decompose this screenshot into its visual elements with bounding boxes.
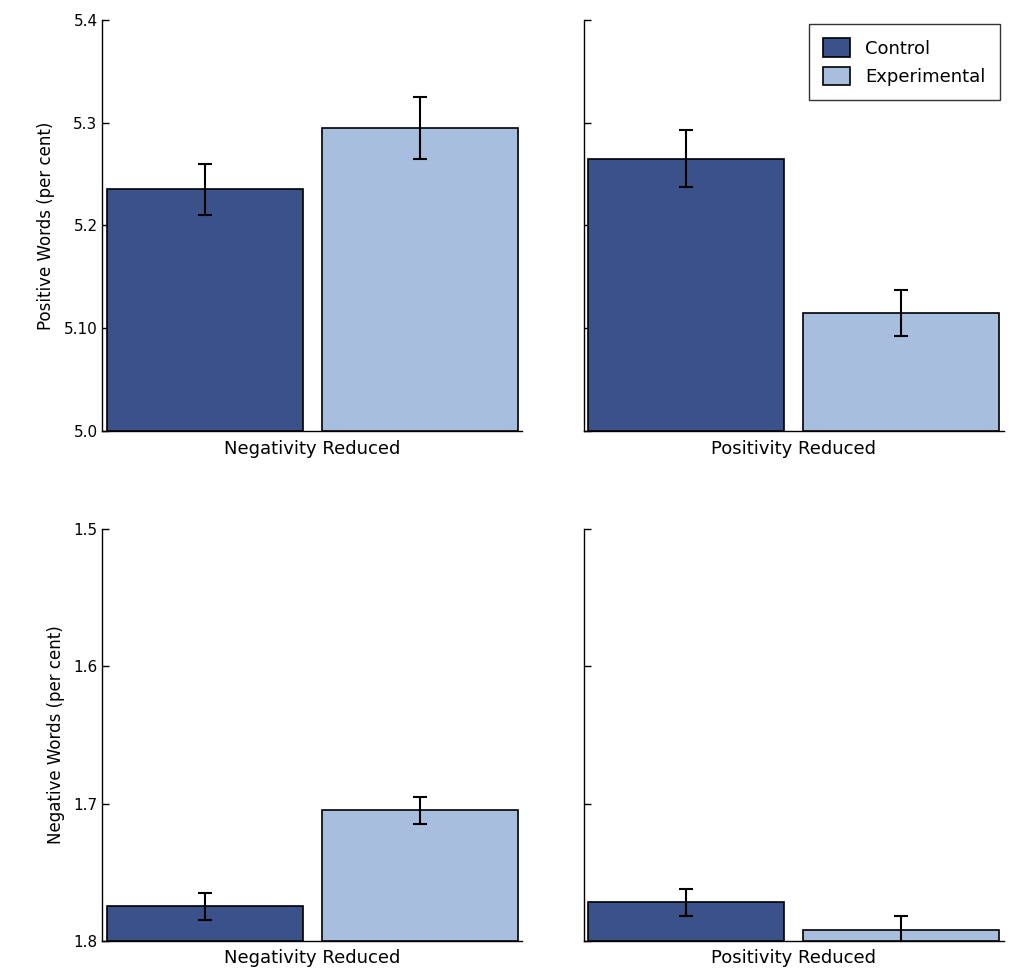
X-axis label: Positivity Reduced: Positivity Reduced xyxy=(711,950,877,967)
Bar xyxy=(322,810,517,941)
Legend: Control, Experimental: Control, Experimental xyxy=(809,24,999,100)
Bar xyxy=(803,313,998,431)
Bar xyxy=(589,159,784,431)
X-axis label: Negativity Reduced: Negativity Reduced xyxy=(224,950,400,967)
Bar xyxy=(803,930,998,941)
Y-axis label: Positive Words (per cent): Positive Words (per cent) xyxy=(38,122,55,329)
X-axis label: Positivity Reduced: Positivity Reduced xyxy=(711,440,877,458)
X-axis label: Negativity Reduced: Negativity Reduced xyxy=(224,440,400,458)
Bar xyxy=(589,903,784,941)
Bar xyxy=(322,127,517,431)
Y-axis label: Negative Words (per cent): Negative Words (per cent) xyxy=(47,625,65,845)
Bar xyxy=(108,189,303,431)
Bar xyxy=(108,906,303,941)
